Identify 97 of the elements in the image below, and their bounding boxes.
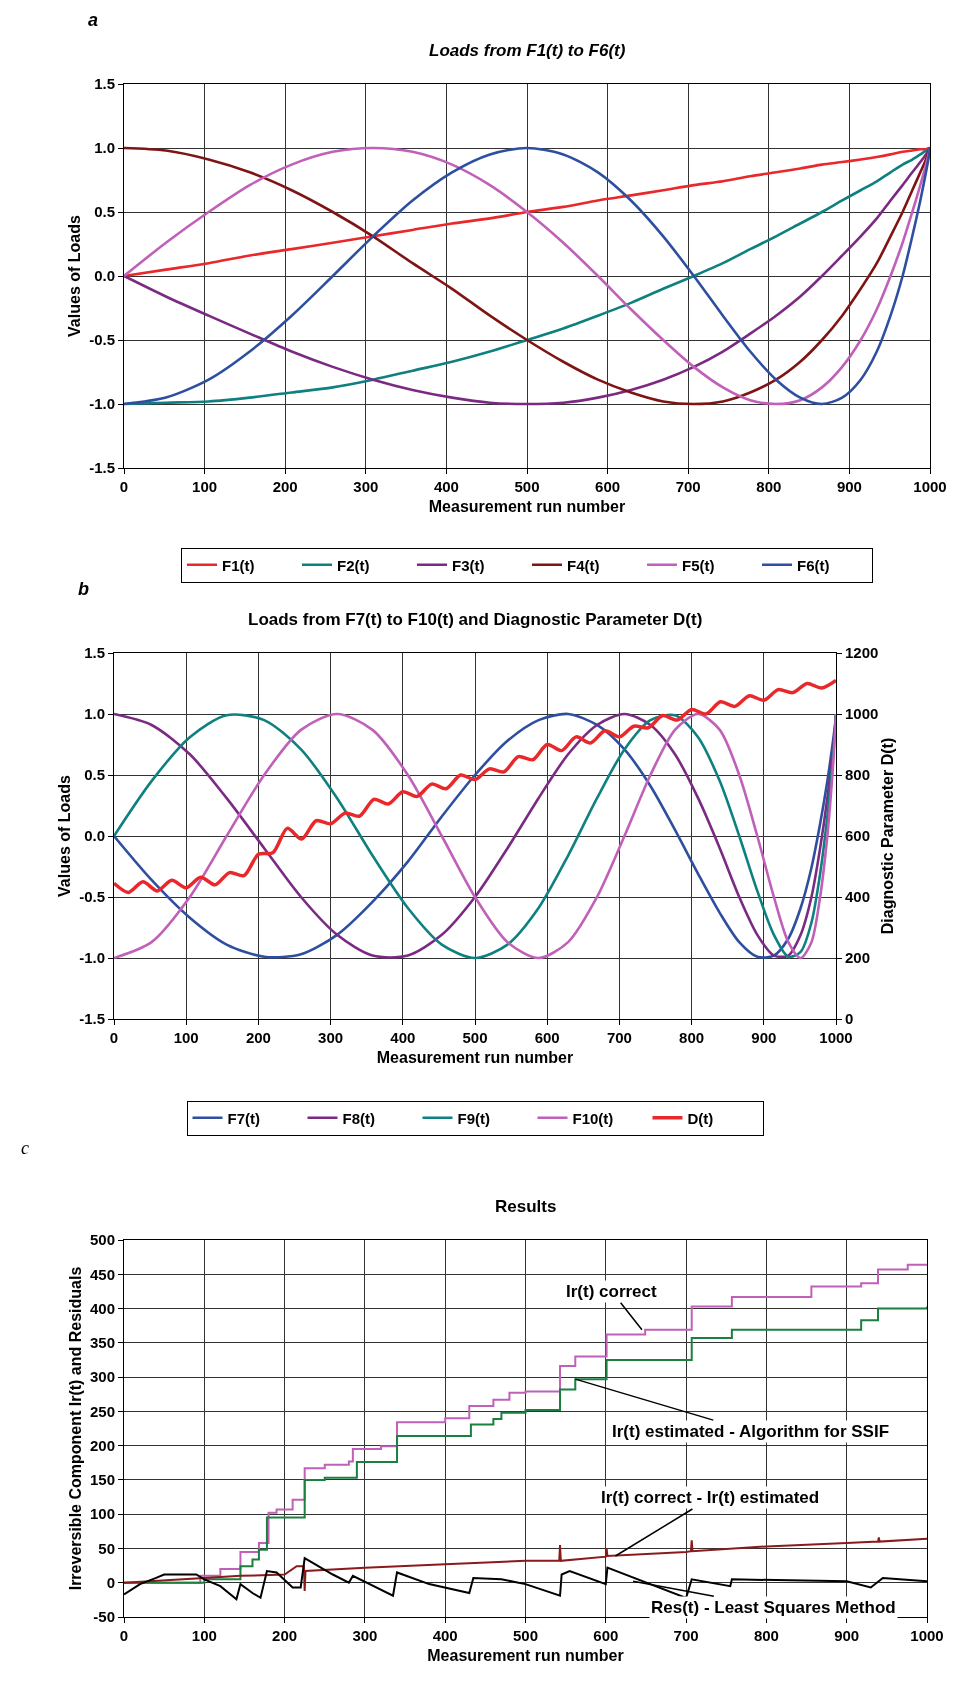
legend-label: F7(t)	[227, 1109, 260, 1127]
y-tick-label: 300	[89, 1368, 115, 1386]
y-tick-label: 350	[89, 1334, 115, 1352]
x-tick-label: 600	[595, 478, 621, 495]
y-tick-label: 1.5	[94, 75, 115, 93]
line-series	[124, 1536, 927, 1592]
legend-label: F3(t)	[452, 556, 485, 574]
x-tick-label: 400	[433, 478, 459, 495]
annotation: Ir(t) correct	[566, 1282, 658, 1301]
y2-tick-label: 400	[845, 888, 871, 906]
line-series	[114, 678, 836, 895]
x-tick-label: 400	[390, 1029, 416, 1046]
x-tick-label: 1000	[819, 1029, 853, 1046]
y-tick-label: 0.0	[94, 267, 115, 285]
chart-title: Results	[495, 1197, 557, 1216]
x-tick-label: 300	[353, 478, 379, 495]
legend-label: F8(t)	[342, 1109, 375, 1127]
x-tick-label: 100	[173, 1029, 199, 1046]
y-tick-label: -1.0	[89, 395, 115, 413]
y-tick-label: -0.5	[89, 331, 115, 349]
x-axis-title: Measurement run number	[427, 1646, 624, 1664]
y-tick-label: 1.0	[94, 139, 115, 157]
y-tick-label: -1.5	[89, 459, 115, 477]
x-tick-label: 1000	[913, 478, 947, 495]
y-axis-title: Values of Loads	[66, 214, 84, 337]
x-tick-label: 200	[272, 1627, 298, 1644]
chart-title: Loads from F1(t) to F6(t)	[429, 41, 626, 60]
x-tick-label: 700	[673, 1627, 699, 1644]
y2-tick-label: 800	[845, 766, 871, 784]
x-axis-title: Measurement run number	[376, 1048, 574, 1066]
x-tick-label: 500	[462, 1029, 488, 1046]
x-tick-label: 0	[119, 1627, 129, 1644]
text: b	[78, 579, 89, 599]
y-axis-title: Values of Loads	[56, 774, 74, 897]
legend-label: F10(t)	[572, 1109, 614, 1127]
legend-label: F5(t)	[682, 556, 715, 574]
y2-tick-label: 1200	[845, 644, 879, 662]
y-tick-label: 0.5	[84, 766, 105, 784]
x-tick-label: 800	[679, 1029, 705, 1046]
y2-tick-label: 1000	[845, 705, 879, 723]
x-axis-title: Measurement run number	[428, 497, 626, 515]
x-tick-label: 200	[245, 1029, 271, 1046]
x-tick-label: 100	[191, 1627, 217, 1644]
x-tick-label: 700	[606, 1029, 632, 1046]
x-tick-label: 600	[593, 1627, 619, 1644]
legend-label: F1(t)	[222, 556, 255, 574]
y-tick-label: 0.0	[84, 827, 105, 845]
y-tick-label: -1.5	[79, 1010, 105, 1028]
y-tick-label: 150	[89, 1471, 115, 1489]
legend-label: F2(t)	[337, 556, 370, 574]
y-tick-label: 0	[106, 1573, 115, 1591]
y2-tick-label: 0	[845, 1010, 854, 1028]
y-tick-label: 1.5	[84, 644, 105, 662]
legend-label: F6(t)	[797, 556, 830, 574]
y-tick-label: -1.0	[79, 949, 105, 967]
x-tick-label: 300	[318, 1029, 344, 1046]
x-tick-label: 900	[836, 478, 862, 495]
x-tick-label: 700	[675, 478, 701, 495]
y-tick-label: 0.5	[94, 203, 115, 221]
y-tick-label: -50	[93, 1608, 115, 1626]
y-tick-label: 400	[89, 1299, 115, 1317]
text: c	[21, 1138, 29, 1158]
annotation: Ir(t) estimated - Algorithm for SSIF	[612, 1422, 890, 1441]
x-tick-label: 100	[192, 478, 218, 495]
x-tick-label: 600	[534, 1029, 560, 1046]
x-tick-label: 400	[432, 1627, 458, 1644]
annotation: Res(t) - Least Squares Method	[651, 1598, 896, 1617]
x-tick-label: 0	[119, 478, 129, 495]
x-tick-label: 200	[272, 478, 298, 495]
y-tick-label: 500	[89, 1231, 115, 1249]
y2-tick-label: 600	[845, 827, 871, 845]
y-tick-label: 200	[89, 1436, 115, 1454]
y-tick-label: 1.0	[84, 705, 105, 723]
x-tick-label: 800	[753, 1627, 779, 1644]
y2-tick-label: 200	[845, 949, 871, 967]
y-tick-label: 250	[89, 1402, 115, 1420]
x-tick-label: 1000	[910, 1627, 944, 1644]
y-tick-label: 100	[89, 1505, 115, 1523]
y-tick-label: 50	[98, 1539, 115, 1557]
x-tick-label: 500	[514, 478, 540, 495]
legend-label: D(t)	[687, 1109, 714, 1127]
text: a	[88, 10, 99, 30]
annotation: Ir(t) correct - Ir(t) estimated	[601, 1488, 820, 1507]
chart-title: Loads from F7(t) to F10(t) and Diagnostic Parameter D(t)	[248, 610, 703, 629]
x-tick-label: 800	[756, 478, 782, 495]
y-axis-title: Irreversible Component Ir(t) and Residuals	[66, 1266, 84, 1591]
x-tick-label: 900	[834, 1627, 860, 1644]
legend-label: F4(t)	[567, 556, 600, 574]
y-tick-label: -0.5	[79, 888, 105, 906]
y-tick-label: 450	[89, 1265, 115, 1283]
x-tick-label: 300	[352, 1627, 378, 1644]
y2-axis-title: Diagnostic Parameter D(t)	[879, 737, 897, 935]
legend-label: F9(t)	[457, 1109, 490, 1127]
line-series	[124, 146, 930, 278]
line-series	[124, 146, 930, 406]
x-tick-label: 500	[512, 1627, 539, 1644]
x-tick-label: 900	[751, 1029, 777, 1046]
